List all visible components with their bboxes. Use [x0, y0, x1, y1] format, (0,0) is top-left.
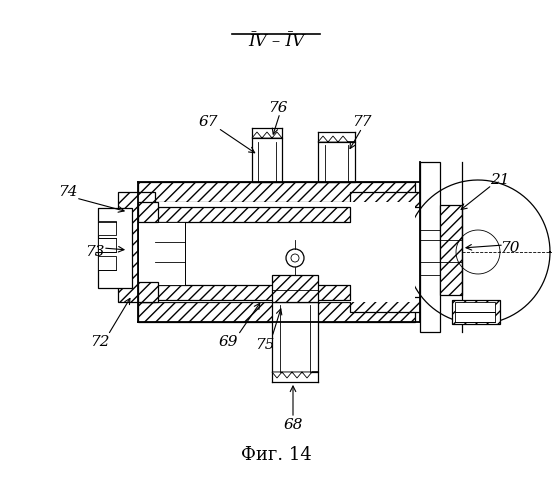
Circle shape [291, 254, 299, 262]
Polygon shape [138, 222, 185, 285]
Bar [98, 238, 116, 252]
Polygon shape [318, 142, 355, 182]
Bar [98, 221, 116, 235]
Text: Фиг. 14: Фиг. 14 [241, 446, 311, 464]
Polygon shape [118, 192, 155, 302]
Polygon shape [452, 300, 500, 324]
Polygon shape [420, 162, 440, 332]
Text: 68: 68 [283, 418, 302, 432]
Polygon shape [158, 292, 350, 302]
Text: 69: 69 [218, 335, 238, 349]
Polygon shape [440, 205, 462, 295]
Text: 73: 73 [85, 245, 105, 259]
Bar [155, 202, 415, 302]
Text: 70: 70 [500, 241, 520, 255]
Polygon shape [272, 302, 318, 372]
Polygon shape [318, 136, 355, 142]
Polygon shape [272, 372, 318, 378]
Polygon shape [158, 202, 350, 212]
Text: 74: 74 [59, 185, 78, 199]
Polygon shape [138, 282, 158, 302]
Polygon shape [138, 202, 158, 222]
Text: ĪV – ĪV: ĪV – ĪV [248, 34, 304, 50]
Text: 67: 67 [198, 115, 217, 129]
Polygon shape [155, 285, 350, 300]
Bar [455, 312, 495, 322]
Bar [455, 302, 495, 312]
Polygon shape [252, 132, 282, 138]
Circle shape [286, 249, 304, 267]
Polygon shape [138, 182, 415, 202]
Polygon shape [252, 138, 282, 182]
Polygon shape [155, 207, 350, 222]
Text: 76: 76 [268, 101, 288, 115]
Polygon shape [350, 192, 425, 207]
Polygon shape [350, 297, 425, 312]
Bar [98, 256, 116, 270]
Polygon shape [406, 180, 550, 324]
Polygon shape [138, 302, 415, 322]
Polygon shape [272, 275, 318, 302]
Text: 72: 72 [90, 335, 110, 349]
Text: 21: 21 [490, 173, 509, 187]
Polygon shape [98, 208, 132, 288]
Text: 77: 77 [352, 115, 371, 129]
Text: 75: 75 [255, 338, 275, 352]
